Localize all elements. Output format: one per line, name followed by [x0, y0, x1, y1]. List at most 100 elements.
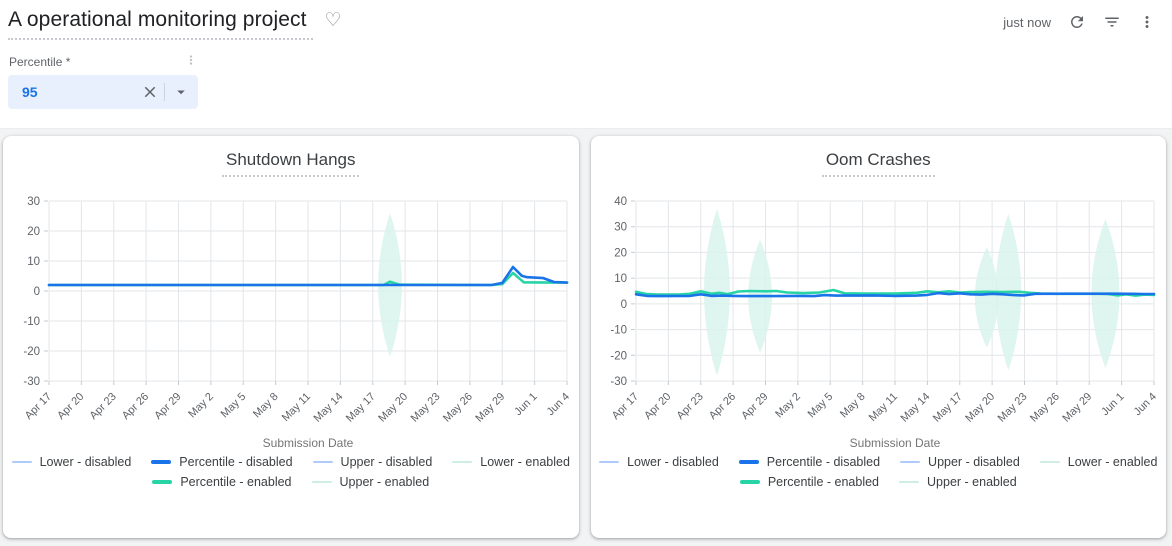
svg-text:May 11: May 11: [279, 391, 312, 424]
chart-title: Oom Crashes: [821, 149, 935, 177]
svg-text:0: 0: [33, 286, 39, 298]
svg-text:Apr 23: Apr 23: [87, 391, 118, 422]
legend-item[interactable]: Lower - enabled: [1039, 455, 1158, 469]
line-swatch-icon: [599, 461, 620, 463]
legend-item[interactable]: Percentile - disabled: [738, 455, 881, 469]
svg-text:Apr 20: Apr 20: [642, 391, 673, 422]
line-swatch-icon: [311, 481, 332, 483]
svg-text:0: 0: [621, 299, 627, 311]
svg-text:Jun 1: Jun 1: [1099, 391, 1127, 419]
line-swatch-icon: [152, 480, 173, 484]
legend-label: Lower - disabled: [39, 455, 132, 469]
percentile-input[interactable]: 95: [8, 75, 198, 109]
svg-text:May 20: May 20: [963, 391, 997, 425]
svg-text:10: 10: [27, 256, 40, 268]
refresh-icon[interactable]: [1068, 13, 1086, 31]
chart-title: Shutdown Hangs: [222, 149, 360, 177]
svg-text:Jun 4: Jun 4: [544, 391, 572, 419]
svg-text:May 8: May 8: [838, 391, 868, 421]
svg-text:Apr 20: Apr 20: [55, 391, 86, 422]
filter-icon[interactable]: [1103, 13, 1121, 31]
favorite-heart-icon[interactable]: ♡: [324, 10, 342, 31]
svg-text:May 17: May 17: [344, 391, 378, 425]
legend-label: Percentile - disabled: [179, 455, 293, 469]
filter-kebab-icon[interactable]: [184, 53, 198, 70]
line-swatch-icon: [739, 480, 760, 484]
svg-text:-20: -20: [23, 346, 40, 358]
legend-label: Upper - disabled: [340, 455, 433, 469]
percentile-filter: Percentile * 95: [8, 53, 198, 109]
legend-item[interactable]: Upper - disabled: [312, 455, 433, 469]
dashboard-header: A operational monitoring project ♡ just …: [0, 0, 1172, 128]
dropdown-caret-icon[interactable]: [172, 83, 190, 101]
percentile-filter-label: Percentile *: [9, 54, 71, 69]
svg-text:Apr 17: Apr 17: [22, 391, 53, 422]
legend-label: Percentile - disabled: [766, 455, 881, 469]
legend-item[interactable]: Upper - enabled: [899, 475, 1017, 489]
svg-text:May 29: May 29: [473, 391, 507, 425]
svg-text:May 23: May 23: [996, 391, 1030, 425]
svg-text:20: 20: [27, 226, 40, 238]
kebab-menu-icon[interactable]: [1138, 13, 1156, 31]
percentile-value[interactable]: 95: [22, 84, 38, 100]
shutdown-hangs-chart[interactable]: -30 -20 -10 0 10 20 30 Apr 17 Apr 20 Apr 23 Apr 26…: [9, 181, 573, 453]
svg-text:May 5: May 5: [806, 391, 836, 421]
legend-label: Percentile - enabled: [767, 475, 880, 489]
line-swatch-icon: [899, 481, 920, 483]
svg-text:-30: -30: [611, 376, 628, 388]
svg-text:Apr 26: Apr 26: [120, 391, 151, 422]
svg-text:Jun 4: Jun 4: [1132, 391, 1160, 419]
legend-label: Upper - enabled: [927, 475, 1017, 489]
legend-label: Lower - disabled: [627, 455, 719, 469]
svg-text:30: 30: [27, 196, 40, 208]
dashboard-body: Shutdown Hangs -30 -20 -10 0 10 20 30 Apr 17 Apr…: [0, 128, 1172, 546]
line-swatch-icon: [452, 461, 473, 463]
legend-item[interactable]: Percentile - enabled: [739, 475, 880, 489]
legend-item[interactable]: Lower - enabled: [452, 455, 570, 469]
svg-text:10: 10: [614, 273, 627, 285]
svg-text:Submission Date: Submission Date: [850, 436, 941, 450]
svg-text:Apr 17: Apr 17: [610, 391, 641, 422]
chart-legend: Lower - disabled Percentile - disabled Upp…: [3, 455, 579, 489]
svg-text:May 5: May 5: [218, 391, 248, 421]
legend-item[interactable]: Lower - disabled: [599, 455, 719, 469]
legend-item[interactable]: Percentile - disabled: [151, 455, 293, 469]
svg-text:-10: -10: [611, 325, 628, 337]
svg-text:May 14: May 14: [899, 391, 933, 425]
svg-text:Submission Date: Submission Date: [262, 436, 353, 450]
svg-text:May 11: May 11: [867, 391, 900, 424]
svg-text:May 29: May 29: [1061, 391, 1095, 425]
last-updated-label: just now: [1003, 14, 1051, 30]
svg-text:-20: -20: [611, 350, 628, 362]
line-swatch-icon: [312, 461, 333, 463]
line-swatch-icon: [738, 460, 759, 464]
chart-legend: Lower - disabled Percentile - disabled Upp…: [591, 455, 1167, 489]
legend-label: Lower - enabled: [480, 455, 570, 469]
legend-item[interactable]: Lower - disabled: [11, 455, 132, 469]
line-swatch-icon: [151, 460, 172, 464]
svg-text:May 20: May 20: [376, 391, 410, 425]
svg-text:May 8: May 8: [251, 391, 281, 421]
svg-text:30: 30: [614, 222, 627, 234]
svg-text:May 17: May 17: [931, 391, 965, 425]
svg-text:May 2: May 2: [774, 391, 804, 421]
line-swatch-icon: [1039, 461, 1060, 463]
svg-text:Apr 29: Apr 29: [739, 391, 770, 422]
svg-text:May 23: May 23: [408, 391, 442, 425]
svg-text:20: 20: [614, 247, 627, 259]
svg-text:May 26: May 26: [441, 391, 475, 425]
legend-item[interactable]: Upper - enabled: [311, 475, 429, 489]
svg-text:Apr 23: Apr 23: [675, 391, 706, 422]
line-swatch-icon: [900, 461, 921, 463]
svg-text:May 26: May 26: [1028, 391, 1062, 425]
legend-label: Lower - enabled: [1067, 455, 1158, 469]
legend-item[interactable]: Percentile - enabled: [152, 475, 292, 489]
line-swatch-icon: [11, 461, 32, 463]
legend-item[interactable]: Upper - disabled: [900, 455, 1020, 469]
svg-text:May 2: May 2: [186, 391, 216, 421]
svg-text:Apr 29: Apr 29: [152, 391, 183, 422]
clear-icon[interactable]: [141, 83, 159, 101]
oom-crashes-card: Oom Crashes -30 -20 -10 0 10 20 30 40 Apr 17 Apr …: [590, 136, 1167, 538]
shutdown-hangs-card: Shutdown Hangs -30 -20 -10 0 10 20 30 Apr 17 Apr…: [3, 136, 579, 538]
